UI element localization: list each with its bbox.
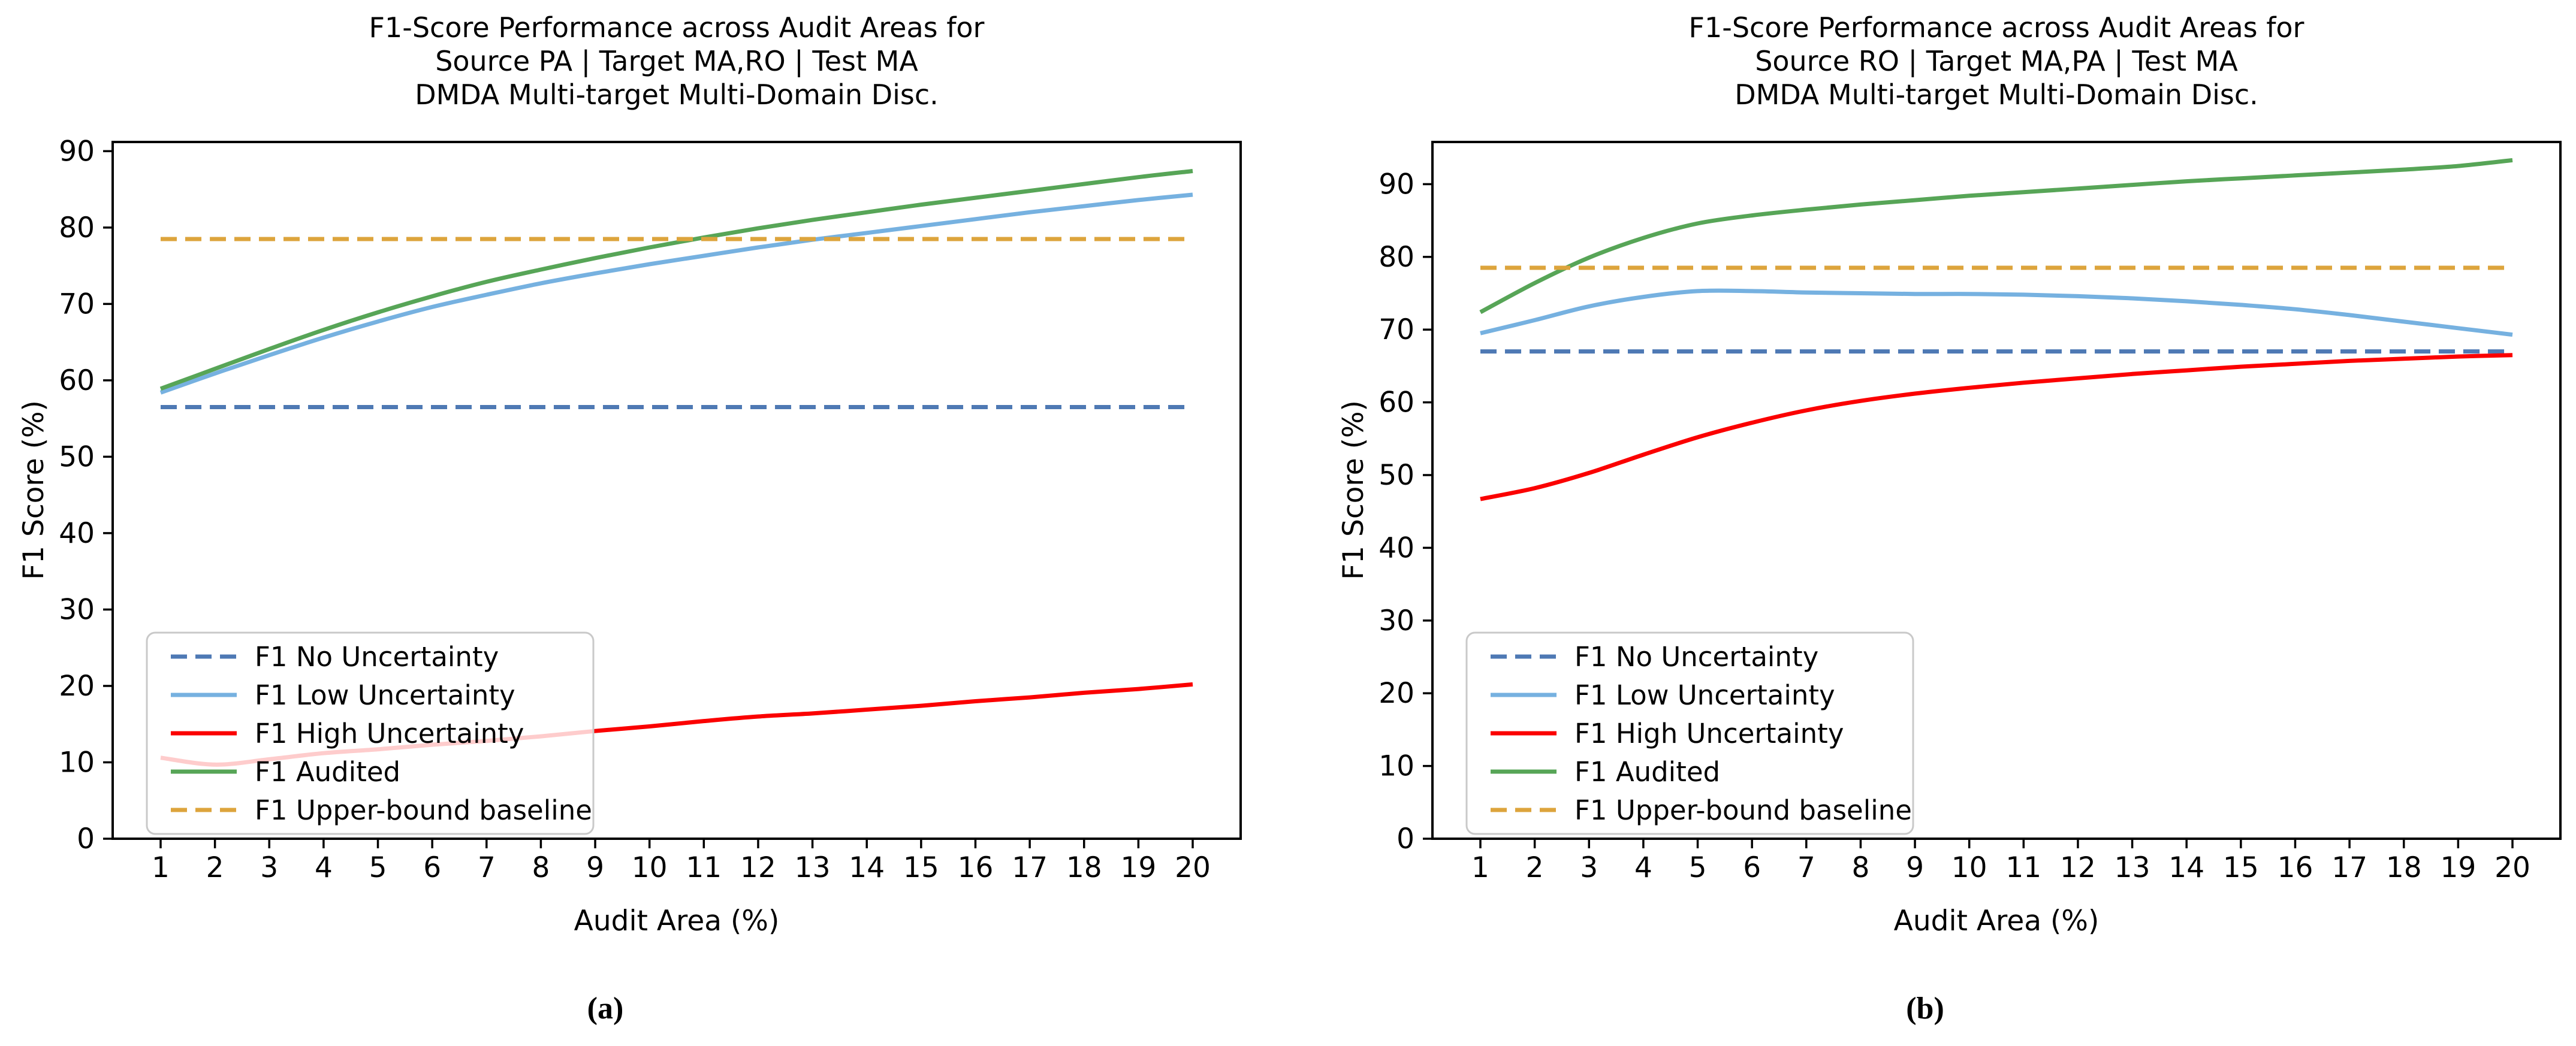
x-tick-label: 5 (369, 851, 387, 884)
y-tick-label: 0 (77, 823, 95, 855)
y-tick-label: 30 (1379, 604, 1414, 637)
y-tick-label: 80 (1379, 241, 1414, 274)
x-tick-label: 8 (532, 851, 550, 884)
y-tick-label: 90 (1379, 168, 1414, 201)
y-tick-label: 20 (1379, 677, 1414, 710)
x-tick-label: 19 (1120, 851, 1156, 884)
x-tick-label: 17 (2331, 851, 2367, 884)
legend-box (1465, 631, 1914, 835)
axes-spines (1431, 141, 2562, 840)
y-tick-label: 30 (59, 593, 95, 626)
x-tick-label: 17 (1012, 851, 1048, 884)
panel-a-caption: (a) (587, 991, 624, 1026)
y-tick-label: 40 (59, 517, 95, 550)
legend-label-f1-no-uncertainty: F1 No Uncertainty (1574, 641, 1818, 673)
y-tick-label: 10 (1379, 750, 1414, 783)
x-tick-label: 3 (260, 851, 278, 884)
y-tick-label: 80 (59, 211, 95, 244)
panel-b-y-axis-label: F1 Score (%) (1337, 400, 1370, 580)
x-tick-label: 16 (958, 851, 994, 884)
panel-a-title-line-1: F1-Score Performance across Audit Areas … (369, 11, 985, 44)
panel-a-title-line-2: Source PA | Target MA,RO | Test MA (435, 45, 918, 78)
series-line-f1-low-uncertainty (159, 192, 1193, 395)
x-tick-label: 16 (2278, 851, 2313, 884)
panel-b: F1-Score Performance across Audit Areas … (1337, 11, 2562, 1026)
series-line-f1-high-uncertainty (1480, 353, 2513, 501)
x-tick-label: 10 (632, 851, 668, 884)
x-tick-label: 12 (2060, 851, 2096, 884)
x-tick-label: 20 (2494, 851, 2530, 884)
x-tick-label: 13 (2115, 851, 2150, 884)
legend-label-f1-audited: F1 Audited (255, 756, 400, 788)
legend-box (146, 631, 595, 835)
panel-b-title-line-3: DMDA Multi-target Multi-Domain Disc. (1735, 78, 2258, 111)
x-tick-label: 1 (152, 851, 170, 884)
panel-a-y-axis-label: F1 Score (%) (17, 400, 50, 580)
x-tick-label: 6 (423, 851, 441, 884)
y-tick-label: 0 (1396, 823, 1414, 855)
y-tick-label: 50 (59, 440, 95, 473)
x-tick-label: 20 (1175, 851, 1211, 884)
x-tick-label: 2 (206, 851, 224, 884)
x-tick-label: 11 (2005, 851, 2041, 884)
panel-b-caption: (b) (1906, 991, 1944, 1026)
y-tick-label: 10 (59, 746, 95, 779)
panel-a-x-axis-label: Audit Area (%) (574, 905, 780, 938)
panel-a: F1-Score Performance across Audit Areas … (17, 11, 1242, 1026)
x-tick-label: 14 (849, 851, 885, 884)
y-tick-label: 90 (59, 135, 95, 168)
x-tick-label: 9 (586, 851, 604, 884)
series-line-f1-audited (1479, 158, 2513, 315)
x-tick-label: 1 (1471, 851, 1489, 884)
legend-label-f1-high-uncertainty: F1 High Uncertainty (255, 718, 524, 749)
x-tick-label: 11 (686, 851, 722, 884)
panel-b-x-axis-label: Audit Area (%) (1894, 905, 2100, 938)
x-tick-label: 15 (903, 851, 939, 884)
panel-b-title-line-1: F1-Score Performance across Audit Areas … (1689, 11, 2304, 44)
y-tick-label: 60 (59, 364, 95, 397)
y-tick-label: 50 (1379, 459, 1414, 492)
x-tick-label: 19 (2440, 851, 2476, 884)
legend-label-f1-audited: F1 Audited (1574, 756, 1720, 788)
legend-label-f1-high-uncertainty: F1 High Uncertainty (1574, 718, 1844, 749)
legend-label-f1-low-uncertainty: F1 Low Uncertainty (1574, 679, 1835, 711)
x-tick-label: 13 (795, 851, 831, 884)
x-tick-label: 9 (1906, 851, 1924, 884)
x-tick-label: 15 (2223, 851, 2259, 884)
x-tick-label: 5 (1689, 851, 1707, 884)
x-tick-label: 3 (1580, 851, 1598, 884)
x-tick-label: 18 (1066, 851, 1102, 884)
legend-label-f1-upper-bound-baseline: F1 Upper-bound baseline (1574, 794, 1912, 826)
y-tick-label: 20 (59, 670, 95, 703)
panel-b-title-line-2: Source RO | Target MA,PA | Test MA (1755, 45, 2238, 78)
x-tick-label: 7 (1797, 851, 1815, 884)
x-tick-label: 8 (1851, 851, 1869, 884)
x-tick-label: 12 (740, 851, 776, 884)
x-tick-label: 2 (1526, 851, 1544, 884)
x-tick-label: 6 (1743, 851, 1761, 884)
x-tick-label: 4 (315, 851, 333, 884)
x-tick-label: 10 (1951, 851, 1987, 884)
y-tick-label: 40 (1379, 531, 1414, 564)
y-tick-label: 70 (1379, 313, 1414, 346)
x-tick-label: 4 (1634, 851, 1652, 884)
x-tick-label: 18 (2386, 851, 2422, 884)
legend-label-f1-no-uncertainty: F1 No Uncertainty (255, 641, 499, 673)
y-tick-label: 60 (1379, 386, 1414, 419)
legend-label-f1-upper-bound-baseline: F1 Upper-bound baseline (255, 794, 592, 826)
panel-a-title-line-3: DMDA Multi-target Multi-Domain Disc. (415, 78, 939, 111)
y-tick-label: 70 (59, 288, 95, 321)
x-tick-label: 14 (2168, 851, 2204, 884)
legend-label-f1-low-uncertainty: F1 Low Uncertainty (255, 679, 515, 711)
series-line-f1-audited (159, 169, 1193, 391)
x-tick-label: 7 (478, 851, 496, 884)
series-line-f1-low-uncertainty (1480, 288, 2513, 337)
axes-spines (111, 141, 1242, 840)
